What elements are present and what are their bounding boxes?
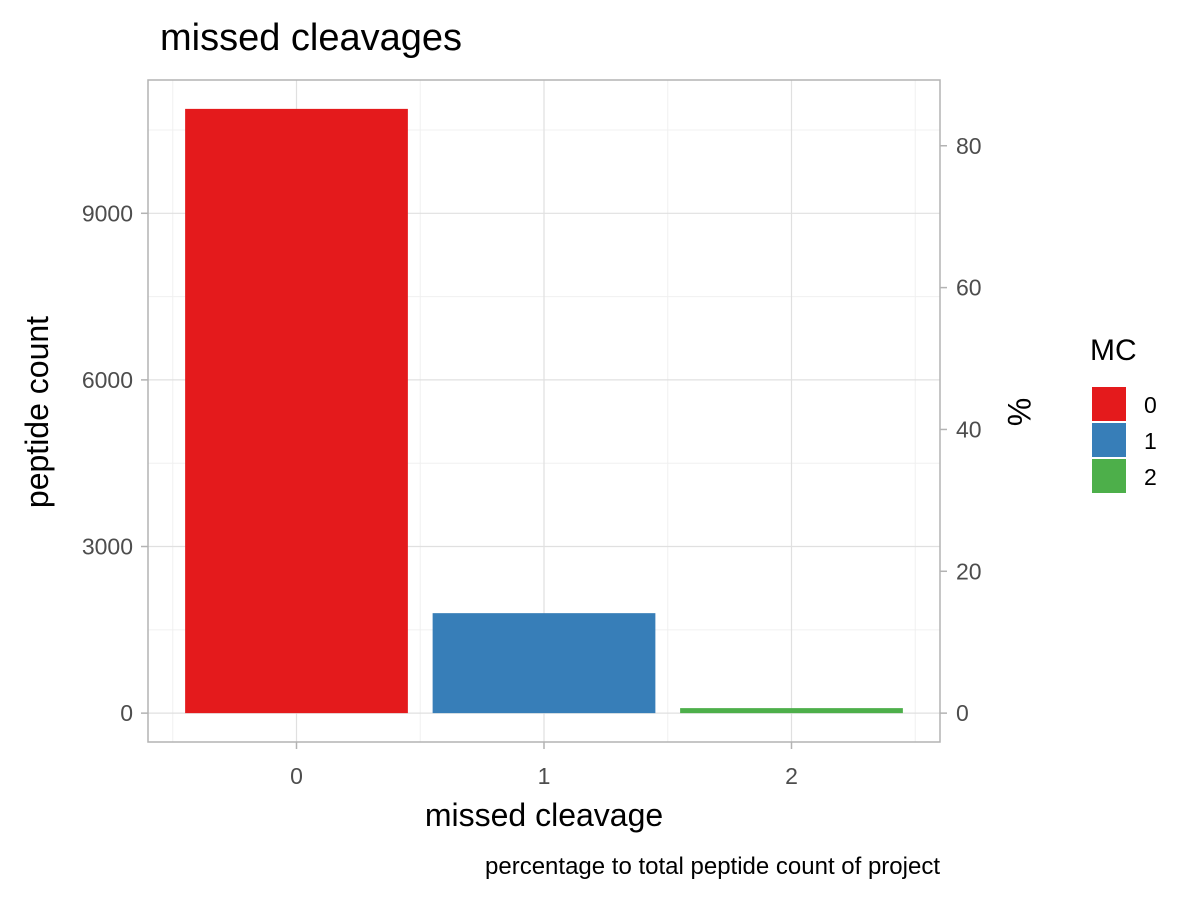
- y-right-tick-label: 0: [956, 700, 969, 726]
- legend-title: MC: [1090, 334, 1137, 367]
- y-axis-left: 0 3000 6000 9000: [82, 200, 148, 726]
- x-tick-label: 0: [290, 763, 303, 789]
- bars: [185, 108, 903, 714]
- y-axis-title: peptide count: [19, 316, 55, 508]
- legend-swatch-0: [1092, 387, 1126, 421]
- legend-label-0: 0: [1144, 392, 1157, 418]
- legend-swatch-2: [1092, 459, 1126, 493]
- y-right-tick-label: 20: [956, 558, 982, 584]
- legend-swatch-1: [1092, 423, 1126, 457]
- legend: MC 0 1 2: [1090, 334, 1157, 493]
- chart-caption: percentage to total peptide count of pro…: [485, 853, 940, 880]
- chart-title: missed cleavages: [160, 17, 462, 59]
- bar-2: [680, 708, 903, 714]
- y-right-tick-label: 40: [956, 416, 982, 442]
- bar-0: [185, 108, 408, 714]
- y-axis-right: 0 20 40 60 80: [940, 133, 982, 726]
- legend-label-2: 2: [1144, 464, 1157, 490]
- y-tick-label: 0: [120, 700, 133, 726]
- y-tick-label: 9000: [82, 200, 133, 226]
- y-right-tick-label: 80: [956, 133, 982, 159]
- x-axis-title: missed cleavage: [425, 797, 663, 833]
- x-axis: 0 1 2: [290, 742, 798, 789]
- y-axis-right-title: %: [1001, 398, 1037, 426]
- legend-label-1: 1: [1144, 428, 1157, 454]
- bar-1: [432, 613, 656, 714]
- x-tick-label: 1: [538, 763, 551, 789]
- y-tick-label: 6000: [82, 367, 133, 393]
- y-right-tick-label: 60: [956, 275, 982, 301]
- y-tick-label: 3000: [82, 534, 133, 560]
- x-tick-label: 2: [785, 763, 798, 789]
